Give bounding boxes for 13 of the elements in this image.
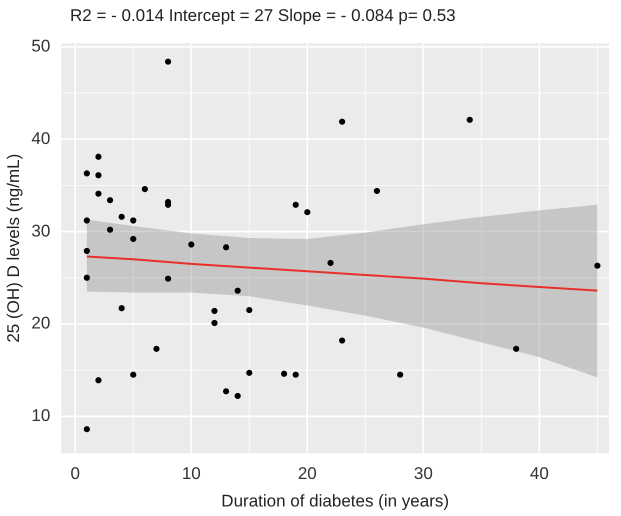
y-tick-label: 10 xyxy=(31,406,50,425)
x-axis-title: Duration of diabetes (in years) xyxy=(221,491,450,510)
chart-title: R2 = - 0.014 Intercept = 27 Slope = - 0.084 p= 0.53 xyxy=(70,6,456,26)
x-tick-label: 40 xyxy=(530,464,549,484)
y-tick-label: 40 xyxy=(31,128,50,148)
y-axis-title: 25 (OH) D levels (ng/mL) xyxy=(4,154,23,343)
y-tick-label: 50 xyxy=(31,36,50,56)
y-tick-label: 30 xyxy=(31,221,50,240)
x-tick-label: 30 xyxy=(414,464,433,484)
x-tick-label: 0 xyxy=(70,464,80,484)
x-tick-label: 20 xyxy=(298,464,317,484)
x-tick-label: 10 xyxy=(182,464,201,484)
y-tick-label: 20 xyxy=(31,314,50,333)
